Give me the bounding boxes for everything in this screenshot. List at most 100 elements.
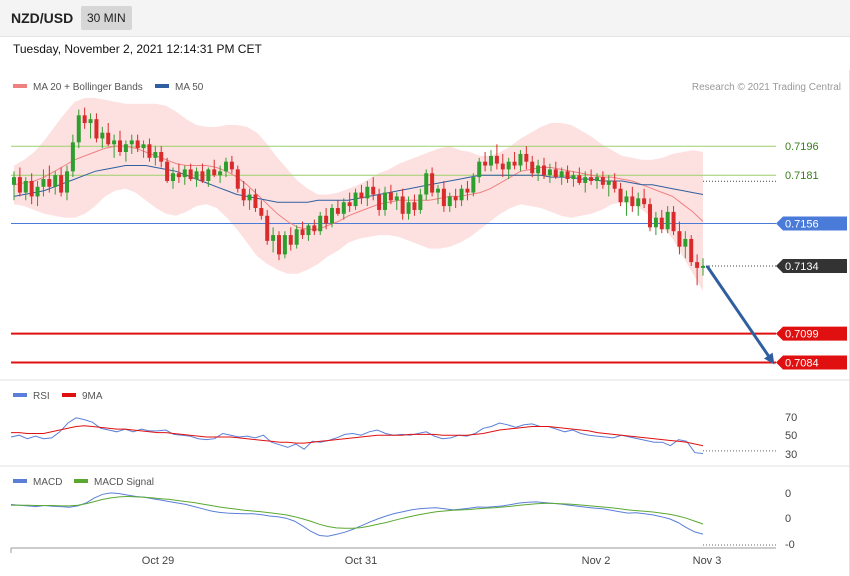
candle-body-5 [41, 179, 46, 187]
candle-body-45 [277, 235, 281, 255]
x-tick-oct31: Oct 31 [345, 555, 377, 567]
candle-body-42 [259, 208, 264, 216]
candle-body-92 [553, 169, 558, 178]
candle-body-101 [606, 180, 611, 185]
candle-body-88 [530, 161, 535, 174]
price-level-labels: 0.7196 0.7181 0.7156 0.7134 0.7099 0.7084 [776, 141, 847, 370]
candle-body-63 [383, 192, 387, 210]
candle-body-54 [330, 208, 334, 224]
candle-body-35 [218, 171, 223, 176]
candle-body-84 [506, 161, 511, 170]
candle-body-7 [53, 175, 58, 187]
candle-body-19 [123, 144, 128, 153]
candle-body-61 [371, 186, 376, 195]
candle-body-13 [88, 119, 93, 124]
candle-body-67 [406, 202, 411, 214]
macd-tick-upper: 0 [785, 488, 791, 500]
candle-body-33 [206, 169, 211, 181]
candle-body-47 [288, 235, 293, 245]
timeframe-button[interactable]: 30 MIN [81, 6, 132, 30]
candle-body-90 [542, 165, 546, 176]
candle-body-11 [76, 115, 81, 143]
candle-body-28 [176, 173, 181, 178]
candle-body-64 [388, 192, 393, 201]
instrument-title: NZD/USD [11, 10, 74, 26]
candle-body-8 [59, 175, 64, 193]
candle-body-59 [359, 192, 364, 199]
candle-body-49 [300, 229, 305, 236]
candle-body-74 [447, 196, 452, 207]
rsi-line [10, 417, 704, 454]
candle-body-24 [153, 152, 158, 158]
candle-body-99 [595, 177, 599, 181]
candle-body-58 [353, 192, 358, 207]
candle-body-83 [500, 163, 505, 170]
level-label-4: 0.7099 [785, 329, 819, 341]
candle-body-96 [577, 175, 582, 183]
candle-body-6 [47, 179, 52, 187]
candle-body-86 [518, 153, 523, 166]
legend-ma50-swatch [155, 84, 169, 88]
legend-ma20-swatch [13, 84, 27, 88]
candle-body-18 [118, 140, 122, 153]
candle-body-38 [235, 169, 240, 189]
candle-body-82 [494, 155, 499, 164]
moving-averages [13, 145, 704, 230]
candle-body-107 [642, 198, 647, 205]
candle-body-50 [306, 225, 311, 236]
candle-body-77 [465, 188, 470, 193]
legend-ma20-label: MA 20 + Bollinger Bands [33, 82, 143, 93]
candle-body-116 [695, 262, 700, 268]
candle-body-31 [194, 171, 199, 180]
rsi-tick-50: 50 [785, 430, 797, 442]
candle-body-17 [112, 140, 117, 145]
candle-body-87 [524, 153, 529, 162]
candle-body-44 [271, 235, 276, 241]
level-label-1: 0.7181 [785, 170, 819, 182]
legend-rsi-ma-label: 9MA [82, 391, 103, 402]
candle-body-60 [365, 186, 370, 199]
candle-body-3 [29, 180, 34, 197]
candle-body-62 [377, 194, 382, 210]
macd-tick-lower: -0 [785, 539, 795, 551]
candle-body-65 [394, 196, 399, 201]
candle-body-30 [188, 169, 193, 180]
candle-body-34 [212, 169, 217, 176]
candle-body-32 [200, 171, 205, 181]
candle-body-98 [589, 177, 594, 181]
top-bar: NZD/USD 30 MIN [0, 0, 850, 37]
legend-macd-label: MACD [33, 477, 62, 488]
candle-body-36 [224, 161, 228, 172]
candle-body-81 [489, 155, 493, 166]
rsi-tick-30: 30 [785, 449, 797, 461]
candle-body-76 [459, 188, 464, 201]
candle-body-48 [294, 229, 299, 245]
x-tick-nov3: Nov 3 [693, 555, 722, 567]
candle-body-23 [147, 144, 152, 158]
candle-body-55 [335, 208, 340, 214]
rsi-tick-70: 70 [785, 412, 797, 424]
candle-body-108 [648, 204, 652, 228]
candle-body-26 [165, 161, 170, 181]
candle-body-78 [471, 177, 476, 193]
candle-body-89 [536, 165, 541, 174]
candle-body-117 [701, 265, 705, 268]
candle-body-93 [559, 171, 564, 178]
macd-tick-middle: 0 [785, 513, 791, 525]
candle-body-94 [565, 171, 570, 180]
x-tick-nov2: Nov 2 [582, 555, 611, 567]
candle-body-91 [547, 169, 552, 176]
candle-body-22 [141, 144, 146, 149]
candle-body-57 [347, 202, 352, 207]
candle-body-115 [689, 238, 694, 263]
legend-macd-signal-label: MACD Signal [94, 477, 154, 488]
candle-body-113 [677, 231, 682, 247]
legend-macd-swatch [13, 479, 27, 483]
candle-body-112 [671, 211, 676, 232]
ma20-line [13, 145, 704, 230]
candle-body-15 [100, 132, 105, 139]
candle-body-52 [318, 215, 323, 232]
level-tag-last-3 [776, 258, 847, 273]
candle-body-1 [17, 177, 22, 193]
